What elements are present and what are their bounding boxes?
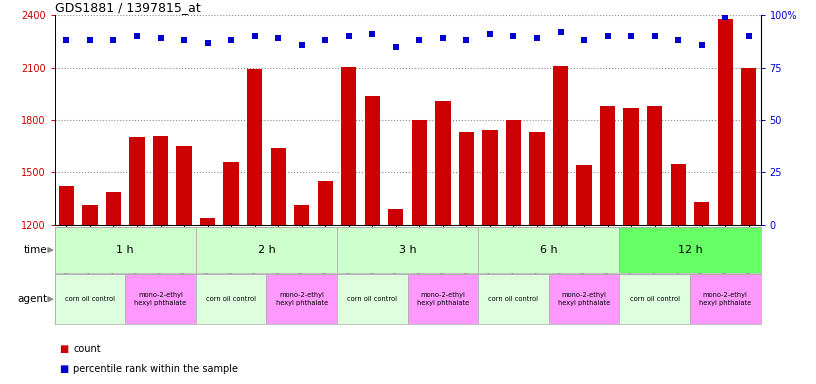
Point <box>460 37 473 43</box>
Bar <box>548 274 619 324</box>
Bar <box>553 66 568 225</box>
Bar <box>506 120 521 225</box>
Bar <box>317 181 333 225</box>
Bar <box>478 274 548 324</box>
Bar <box>200 218 215 225</box>
Point <box>224 37 237 43</box>
Text: mono-2-ethyl
hexyl phthalate: mono-2-ethyl hexyl phthalate <box>558 292 610 306</box>
Point <box>178 37 191 43</box>
Point <box>624 33 637 40</box>
Bar <box>247 69 262 225</box>
Text: corn oil control: corn oil control <box>65 296 115 302</box>
Bar <box>106 192 121 225</box>
Point <box>413 37 426 43</box>
Bar <box>337 274 408 324</box>
Text: percentile rank within the sample: percentile rank within the sample <box>73 364 238 374</box>
Point <box>272 35 285 41</box>
Point <box>601 33 614 40</box>
Bar <box>266 274 337 324</box>
Point <box>483 31 496 37</box>
Point <box>578 37 591 43</box>
Point <box>295 41 308 48</box>
Bar <box>600 106 615 225</box>
Bar <box>176 146 192 225</box>
Text: 3 h: 3 h <box>399 245 416 255</box>
Bar <box>55 227 196 273</box>
Bar <box>690 274 761 324</box>
Text: 1 h: 1 h <box>117 245 134 255</box>
Bar <box>271 148 286 225</box>
Text: GDS1881 / 1397815_at: GDS1881 / 1397815_at <box>55 1 201 14</box>
Text: mono-2-ethyl
hexyl phthalate: mono-2-ethyl hexyl phthalate <box>135 292 187 306</box>
Point <box>672 37 685 43</box>
Point <box>743 33 756 40</box>
Bar <box>619 274 690 324</box>
Point <box>366 31 379 37</box>
Bar <box>224 162 239 225</box>
Bar <box>126 274 196 324</box>
Bar <box>694 202 709 225</box>
Point <box>154 35 167 41</box>
Text: agent: agent <box>17 294 47 304</box>
Text: corn oil control: corn oil control <box>630 296 680 302</box>
Bar <box>647 106 663 225</box>
Bar <box>337 227 478 273</box>
Bar <box>741 68 756 225</box>
Bar <box>623 108 639 225</box>
Text: mono-2-ethyl
hexyl phthalate: mono-2-ethyl hexyl phthalate <box>276 292 328 306</box>
Point <box>389 44 402 50</box>
Text: corn oil control: corn oil control <box>206 296 256 302</box>
Bar <box>294 205 309 225</box>
Text: ■: ■ <box>59 364 68 374</box>
Point <box>319 37 332 43</box>
Bar <box>59 186 74 225</box>
Bar <box>153 136 168 225</box>
Point <box>201 40 214 46</box>
Bar <box>408 274 478 324</box>
Bar <box>130 137 144 225</box>
Bar <box>82 205 98 225</box>
Text: corn oil control: corn oil control <box>489 296 539 302</box>
Text: count: count <box>73 344 101 354</box>
Point <box>60 37 73 43</box>
Bar <box>365 96 380 225</box>
Point <box>83 37 96 43</box>
Text: mono-2-ethyl
hexyl phthalate: mono-2-ethyl hexyl phthalate <box>417 292 469 306</box>
Point <box>695 41 708 48</box>
Point <box>342 33 355 40</box>
Bar <box>576 166 592 225</box>
Point <box>719 14 732 20</box>
Bar <box>341 67 357 225</box>
Bar <box>530 132 544 225</box>
Bar <box>388 209 403 225</box>
Text: corn oil control: corn oil control <box>348 296 397 302</box>
Point <box>554 29 567 35</box>
Point <box>107 37 120 43</box>
Bar <box>478 227 619 273</box>
Point <box>131 33 144 40</box>
Text: 12 h: 12 h <box>677 245 703 255</box>
Point <box>507 33 520 40</box>
Text: 6 h: 6 h <box>540 245 557 255</box>
Point <box>437 35 450 41</box>
Point <box>648 33 661 40</box>
Bar <box>435 101 450 225</box>
Text: ■: ■ <box>59 344 68 354</box>
Bar <box>196 227 337 273</box>
Bar <box>412 120 427 225</box>
Bar <box>619 227 761 273</box>
Bar <box>671 164 685 225</box>
Text: 2 h: 2 h <box>258 245 275 255</box>
Text: mono-2-ethyl
hexyl phthalate: mono-2-ethyl hexyl phthalate <box>699 292 752 306</box>
Bar <box>196 274 266 324</box>
Bar <box>482 131 498 225</box>
Point <box>248 33 261 40</box>
Bar <box>717 19 733 225</box>
Point <box>530 35 543 41</box>
Bar <box>459 132 474 225</box>
Text: time: time <box>24 245 47 255</box>
Bar <box>55 274 126 324</box>
